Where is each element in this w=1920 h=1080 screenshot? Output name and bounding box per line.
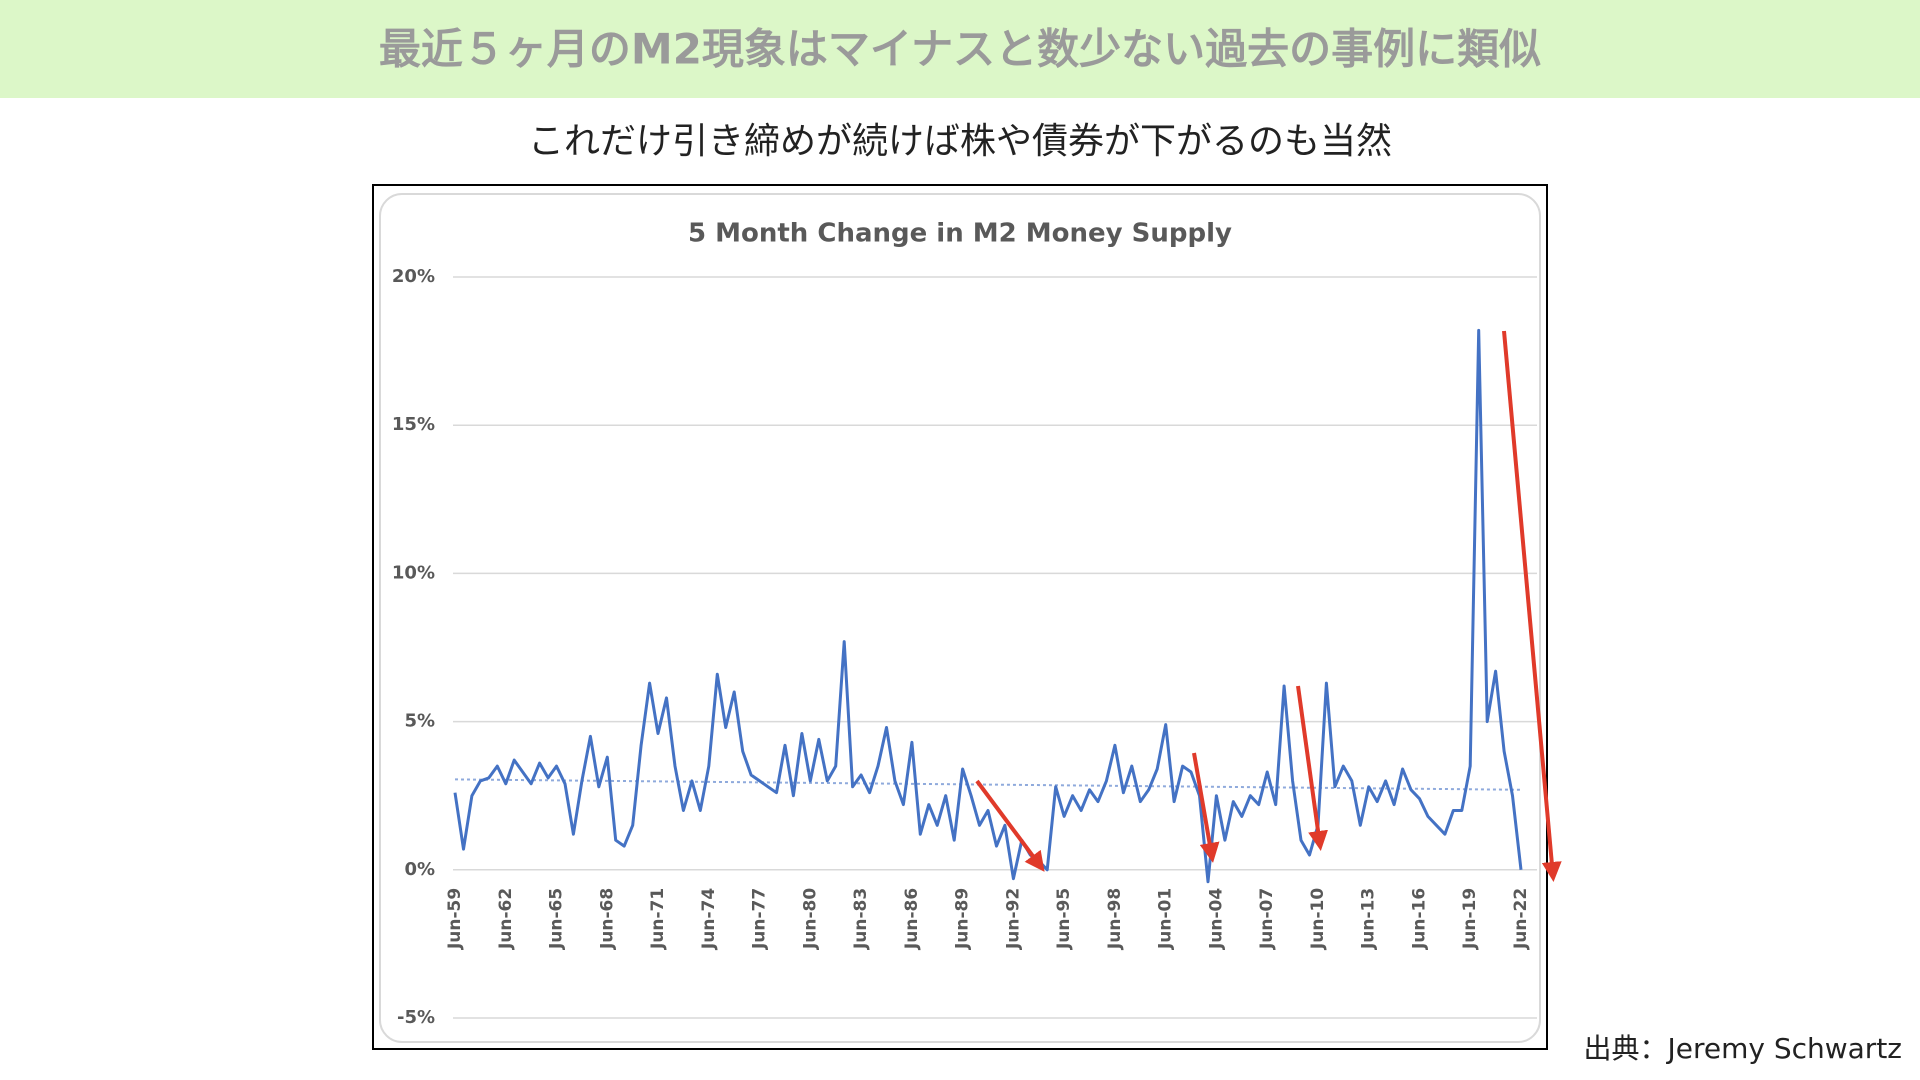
y-tick-label: 20% <box>392 266 435 287</box>
y-tick-label: 0% <box>404 859 435 880</box>
arrow <box>975 779 1045 872</box>
x-tick-label: Jun-80 <box>800 888 820 950</box>
x-tick-label: Jun-95 <box>1054 888 1074 950</box>
chart-title: 5 Month Change in M2 Money Supply <box>688 219 1232 249</box>
x-tick-label: Jun-77 <box>750 888 770 950</box>
header-band <box>0 0 1920 98</box>
x-tick-label: Jun-98 <box>1105 888 1125 950</box>
x-tick-label: Jun-74 <box>699 888 719 950</box>
arrow <box>1502 330 1562 882</box>
y-tick-label: 10% <box>392 562 435 583</box>
x-tick-label: Jun-22 <box>1511 888 1531 950</box>
y-tick-label: 5% <box>404 711 435 732</box>
x-tick-label: Jun-83 <box>851 888 871 950</box>
plot: -5% 0% 5% 10% 15% 20% Jun-59 Jun-62 Jun-65 Jun-68… <box>392 266 1537 1028</box>
y-tick-label: -5% <box>397 1007 435 1028</box>
x-tick-label: Jun-13 <box>1359 888 1379 950</box>
x-tick-label: Jun-65 <box>547 888 567 950</box>
trend-line <box>454 778 1522 791</box>
x-tick-label: Jun-19 <box>1460 888 1480 950</box>
x-tick-label: Jun-86 <box>902 888 922 950</box>
x-tick-label: Jun-68 <box>597 888 617 950</box>
slide-subtitle: これだけ引き締めが続けば株や債券が下がるのも当然 <box>528 121 1392 162</box>
arrow <box>1296 685 1328 851</box>
x-tick-label: Jun-59 <box>445 888 465 950</box>
annotation-arrows <box>975 330 1562 882</box>
source-note: 出典：Jeremy Schwartz <box>1583 1032 1902 1065</box>
x-tick-label: Jun-01 <box>1156 888 1176 950</box>
chart-area <box>379 193 1541 1043</box>
x-tick-label: Jun-10 <box>1308 888 1328 950</box>
x-tick-label: Jun-89 <box>953 888 973 950</box>
x-tick-label: Jun-92 <box>1003 888 1023 950</box>
x-tick-label: Jun-16 <box>1409 888 1429 950</box>
data-line <box>453 328 1523 884</box>
x-tick-label: Jun-71 <box>648 888 668 950</box>
slide-title: 最近５ヶ月のM2現象はマイナスと数少ない過去の事例に類似 <box>379 25 1541 74</box>
y-tick-label: 15% <box>392 414 435 435</box>
x-tick-label: Jun-07 <box>1257 888 1277 950</box>
x-tick-label: Jun-04 <box>1206 888 1226 950</box>
arrow <box>1192 752 1220 863</box>
x-tick-label: Jun-62 <box>496 888 516 950</box>
